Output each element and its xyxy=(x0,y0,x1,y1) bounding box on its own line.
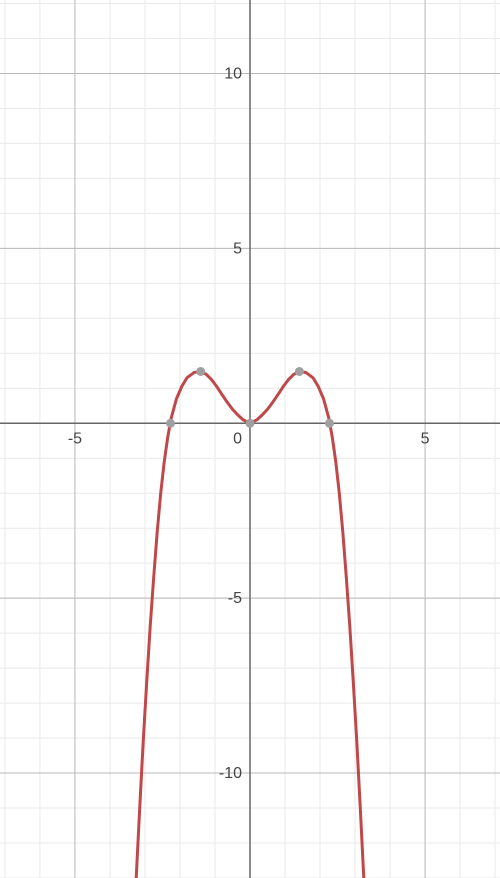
y-tick-label: -10 xyxy=(219,765,242,782)
marker-point xyxy=(246,419,255,428)
marker-point xyxy=(295,367,304,376)
plot-svg: -5 5 -10 -5 5 10 0 xyxy=(0,0,500,878)
x-tick-label: 5 xyxy=(421,430,430,447)
marker-point xyxy=(196,367,205,376)
y-tick-label: -5 xyxy=(228,590,242,607)
marker-point xyxy=(166,419,175,428)
graph-plot: -5 5 -10 -5 5 10 0 xyxy=(0,0,500,878)
origin-label: 0 xyxy=(233,430,242,447)
y-tick-label: 10 xyxy=(224,65,242,82)
y-tick-label: 5 xyxy=(233,240,242,257)
marker-point xyxy=(325,419,334,428)
x-tick-label: -5 xyxy=(68,430,82,447)
